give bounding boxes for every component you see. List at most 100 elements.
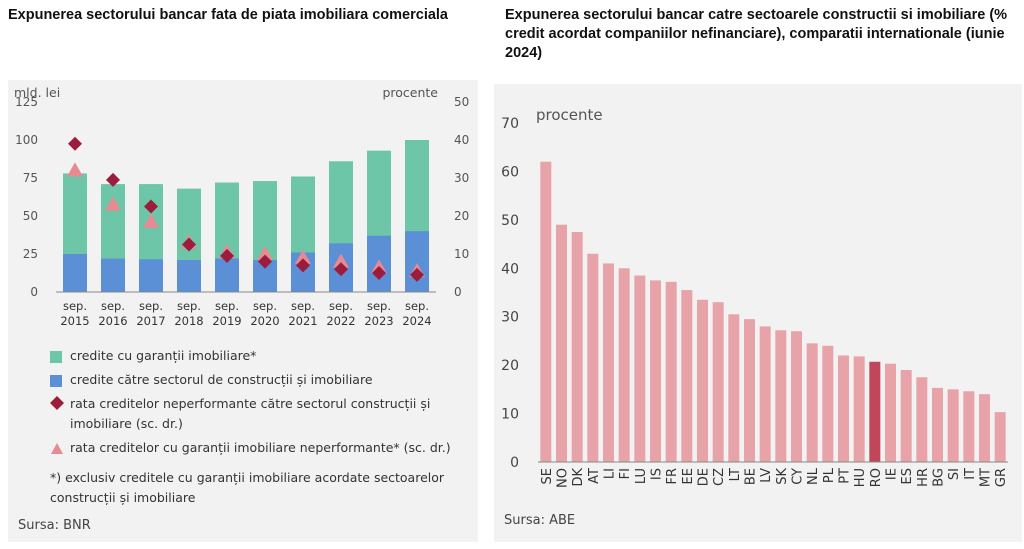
x-tick-label: IS	[650, 468, 665, 480]
left-chart-title: Expunerea sectorului bancar fata de piat…	[8, 7, 448, 23]
y-tick-label: 60	[501, 164, 519, 180]
bar-gr	[994, 412, 1006, 462]
legend-label-credite-garantii: credite cu garanții imobiliare*	[70, 348, 257, 363]
x-tick-label: RO	[869, 468, 884, 487]
left-y-tick-label: 0	[30, 285, 38, 299]
right-chart-svg: procente 0 10 20 30 40 50 60 70 SE NO DK AT LI FI LU IS F…	[501, 106, 1009, 488]
bar-is	[650, 280, 661, 462]
y-tick-label: 70	[501, 116, 519, 132]
bar-no	[556, 224, 567, 462]
x-tick-label-month: sep.	[139, 299, 163, 313]
x-tick-label-month: sep.	[329, 299, 353, 313]
bar-credite-constructii	[177, 260, 201, 292]
bar-nl	[806, 343, 818, 462]
right-y-tick-label: 40	[454, 133, 469, 147]
x-tick-label-year: 2023	[364, 314, 393, 328]
left-y-tick-label: 25	[23, 247, 38, 261]
x-tick-label: FR	[665, 468, 680, 485]
bar-it	[963, 391, 975, 462]
x-tick-label-year: 2021	[288, 314, 317, 328]
diamond-marker	[334, 262, 348, 277]
y-tick-label: 0	[510, 455, 519, 471]
x-tick-label: PT	[838, 468, 853, 484]
left-source: Sursa: BNR	[18, 518, 91, 533]
diamond-marker	[220, 248, 234, 263]
right-axis-unit-label: procente	[382, 85, 438, 100]
bar-ee	[681, 290, 693, 462]
bar-hr	[916, 377, 928, 462]
diamond-marker	[372, 266, 386, 280]
bar-cy	[791, 331, 802, 462]
x-tick-label: MT	[979, 468, 994, 487]
right-chart-panel: procente 0 10 20 30 40 50 60 70 SE NO DK AT LI FI LU IS F…	[494, 84, 1022, 542]
x-tick-label-month: sep.	[101, 299, 125, 313]
left-y-tick-label: 50	[23, 209, 38, 223]
left-chart-panel: mld. lei procente 0 25 50 75 100 125 0 10 20 30 40 50…	[8, 80, 478, 542]
bar-be	[744, 319, 755, 462]
bar-lu	[634, 275, 646, 462]
bar-pt	[838, 355, 849, 462]
x-tick-label: EE	[681, 468, 696, 484]
y-tick-label: 20	[501, 358, 519, 374]
bar-li	[603, 263, 614, 462]
x-tick-label: DK	[571, 468, 586, 487]
legend-swatch-green	[50, 351, 62, 363]
bar-credite-constructii	[405, 231, 429, 292]
x-tick-label: LI	[603, 468, 618, 479]
triangle-marker	[67, 162, 83, 177]
x-tick-label-month: sep.	[215, 299, 239, 313]
x-tick-label: DE	[697, 468, 712, 486]
x-tick-label: PL	[822, 467, 837, 483]
y-axis-unit-label: procente	[536, 106, 603, 124]
bar-mt	[979, 394, 990, 462]
x-tick-label-month: sep.	[253, 299, 277, 313]
left-y-tick-label: 100	[15, 133, 38, 147]
diamond-marker	[68, 136, 82, 151]
x-tick-label-year: 2022	[326, 314, 355, 328]
x-tick-label: HU	[853, 468, 868, 487]
x-tick-label: HR	[916, 468, 931, 487]
bar-ro	[869, 361, 881, 462]
right-chart-title: Expunerea sectorului bancar catre sectoa…	[505, 7, 1008, 61]
bar-at	[587, 253, 599, 462]
x-tick-label: GR	[994, 468, 1009, 487]
x-tick-label-month: sep.	[177, 299, 201, 313]
x-tick-label: CY	[791, 468, 806, 485]
x-tick-label: SE	[540, 468, 555, 484]
x-tick-label: BE	[744, 468, 759, 485]
x-tick-label: NO	[556, 468, 571, 488]
right-y-tick-label: 0	[454, 285, 462, 299]
y-tick-label: 10	[501, 407, 519, 423]
diamond-marker	[106, 172, 120, 187]
diamond-marker	[410, 267, 424, 282]
bar-lv	[759, 326, 771, 462]
x-tick-label-year: 2020	[250, 314, 279, 328]
y-tick-label: 50	[501, 213, 519, 229]
legend-diamond-icon	[50, 396, 64, 410]
x-tick-label: SI	[947, 468, 962, 480]
x-tick-label: LU	[634, 468, 649, 484]
legend-label-rata-garantii-neperformante: rata creditelor cu garanții imobiliare n…	[70, 440, 451, 455]
right-source: Sursa: ABE	[504, 513, 576, 528]
x-tick-label-year: 2016	[98, 314, 127, 328]
x-tick-label-month: sep.	[405, 299, 429, 313]
x-tick-label-year: 2015	[60, 314, 89, 328]
triangle-marker	[105, 196, 121, 211]
bar-hu	[853, 356, 865, 462]
x-tick-label-year: 2018	[174, 314, 203, 328]
bar-es	[900, 369, 912, 462]
diamond-marker	[258, 254, 272, 269]
left-y-tick-label: 125	[15, 95, 38, 109]
bar-cz	[712, 302, 724, 462]
x-tick-label: LT	[728, 468, 743, 481]
legend-swatch-blue	[50, 375, 62, 387]
triangle-marker	[333, 253, 349, 268]
x-tick-label-year: 2017	[136, 314, 165, 328]
x-tick-label: IT	[963, 468, 978, 480]
diamond-marker	[182, 237, 196, 252]
bar-de	[697, 299, 708, 462]
x-tick-label: SK	[775, 468, 790, 485]
x-tick-label: AT	[587, 468, 602, 484]
bar-credite-constructii	[139, 259, 163, 292]
x-tick-label-month: sep.	[367, 299, 391, 313]
